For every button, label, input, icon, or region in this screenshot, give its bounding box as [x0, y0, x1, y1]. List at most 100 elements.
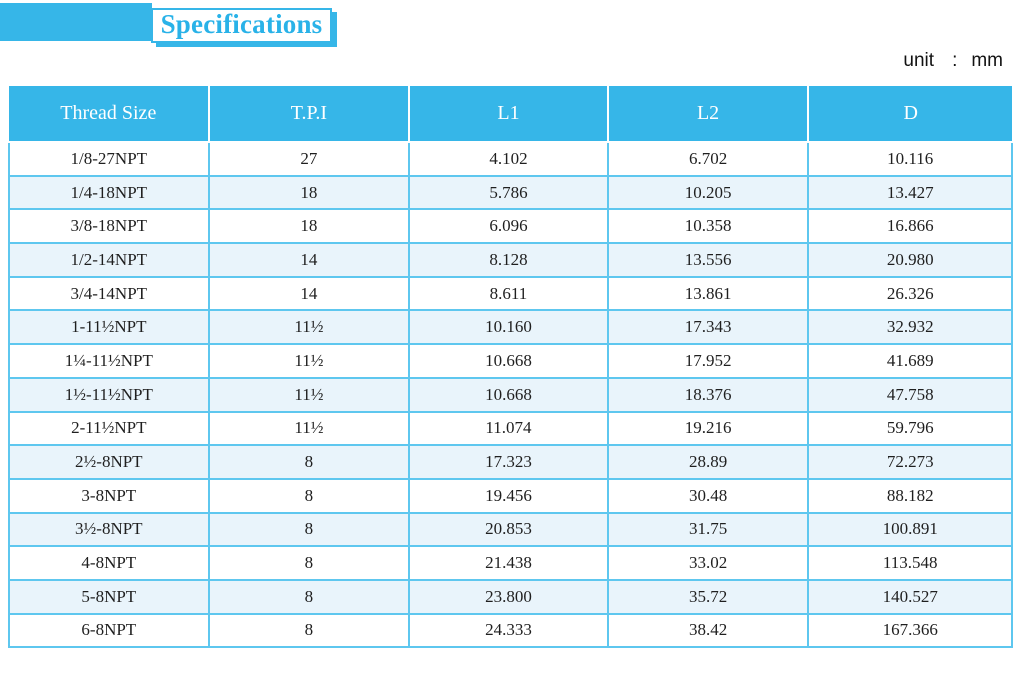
table-cell: 20.980	[807, 242, 1013, 278]
table-cell: 6.096	[408, 208, 609, 245]
column-header: L2	[606, 86, 810, 143]
table-cell: 8	[207, 578, 411, 615]
table-cell: 1/4-18NPT	[8, 174, 210, 211]
table-cell: 17.323	[408, 444, 609, 480]
table-row: 2-11½NPT 11½ 11.074 19.216 59.796	[8, 410, 1013, 447]
table-cell: 30.48	[606, 477, 810, 514]
table-cell: 28.89	[606, 444, 810, 480]
table-cell: 18	[207, 174, 411, 211]
table-cell: 13.861	[606, 275, 810, 312]
table-cell: 18.376	[606, 376, 810, 413]
table-cell: 41.689	[807, 343, 1013, 379]
table-cell: 8	[207, 511, 411, 548]
table-cell: 10.668	[408, 343, 609, 379]
table-cell: 1/2-14NPT	[8, 242, 210, 278]
table-cell: 8.128	[408, 242, 609, 278]
table-cell: 3½-8NPT	[8, 511, 210, 548]
table-cell: 13.556	[606, 242, 810, 278]
table-cell: 13.427	[807, 174, 1013, 211]
table-cell: 18	[207, 208, 411, 245]
table-cell: 27	[207, 141, 411, 177]
table-cell: 8	[207, 477, 411, 514]
table-cell: 11½	[207, 309, 411, 346]
table-cell: 1-11½NPT	[8, 309, 210, 346]
table-row: 1/8-27NPT 27 4.102 6.702 10.116	[8, 141, 1013, 177]
table-row: 4-8NPT 8 21.438 33.02 113.548	[8, 545, 1013, 581]
table-cell: 24.333	[408, 612, 609, 649]
unit-note: unit : mm	[903, 50, 1003, 72]
table-cell: 14	[207, 275, 411, 312]
table-cell: 88.182	[807, 477, 1013, 514]
table-row: 3-8NPT 8 19.456 30.48 88.182	[8, 477, 1013, 514]
table-cell: 35.72	[606, 578, 810, 615]
table-row: 2½-8NPT 8 17.323 28.89 72.273	[8, 444, 1013, 480]
table-cell: 10.116	[807, 141, 1013, 177]
table-cell: 21.438	[408, 545, 609, 581]
table-cell: 14	[207, 242, 411, 278]
table-cell: 19.216	[606, 410, 810, 447]
table-cell: 3/4-14NPT	[8, 275, 210, 312]
table-cell: 1¼-11½NPT	[8, 343, 210, 379]
table-row: 1½-11½NPT 11½ 10.668 18.376 47.758	[8, 376, 1013, 413]
section-title: Specifications	[0, 0, 400, 60]
table-row: 1/2-14NPT 14 8.128 13.556 20.980	[8, 242, 1013, 278]
table-cell: 4-8NPT	[8, 545, 210, 581]
column-header: Thread Size	[9, 86, 210, 143]
table-cell: 17.952	[606, 343, 810, 379]
table-cell: 31.75	[606, 511, 810, 548]
unit-separator: :	[952, 50, 958, 71]
table-cell: 72.273	[807, 444, 1013, 480]
table-cell: 1/8-27NPT	[8, 141, 210, 177]
table-cell: 8	[207, 545, 411, 581]
table-cell: 113.548	[807, 545, 1013, 581]
table-row: 3/8-18NPT 18 6.096 10.358 16.866	[8, 208, 1013, 245]
table-row: 1-11½NPT 11½ 10.160 17.343 32.932	[8, 309, 1013, 346]
table-cell: 11½	[207, 376, 411, 413]
table-cell: 167.366	[807, 612, 1013, 649]
section-title-text: Specifications	[160, 8, 323, 39]
table-header-row: Thread Size T.P.I L1 L2 D	[9, 86, 1012, 143]
table-row: 1¼-11½NPT 11½ 10.668 17.952 41.689	[8, 343, 1013, 379]
table-row: 3/4-14NPT 14 8.611 13.861 26.326	[8, 275, 1013, 312]
table-cell: 20.853	[408, 511, 609, 548]
table-row: 6-8NPT 8 24.333 38.42 167.366	[8, 612, 1013, 649]
column-header: D	[807, 86, 1012, 143]
table-body: 1/8-27NPT 27 4.102 6.702 10.116 1/4-18NPT 18 5.…	[8, 141, 1013, 649]
table-cell: 4.102	[408, 141, 609, 177]
table-cell: 8	[207, 612, 411, 649]
table-cell: 17.343	[606, 309, 810, 346]
table-cell: 6.702	[606, 141, 810, 177]
specifications-table: Thread Size T.P.I L1 L2 D 1/8-27NPT 27 4.102 6.…	[8, 86, 1013, 649]
table-cell: 38.42	[606, 612, 810, 649]
table-cell: 11½	[207, 410, 411, 447]
table-cell: 6-8NPT	[8, 612, 210, 649]
table-cell: 2½-8NPT	[8, 444, 210, 480]
table-cell: 3-8NPT	[8, 477, 210, 514]
column-header: L1	[408, 86, 609, 143]
table-cell: 5-8NPT	[8, 578, 210, 615]
table-cell: 19.456	[408, 477, 609, 514]
table-row: 1/4-18NPT 18 5.786 10.205 13.427	[8, 174, 1013, 211]
table-row: 3½-8NPT 8 20.853 31.75 100.891	[8, 511, 1013, 548]
table-cell: 8	[207, 444, 411, 480]
table-cell: 140.527	[807, 578, 1013, 615]
table-cell: 11.074	[408, 410, 609, 447]
table-cell: 33.02	[606, 545, 810, 581]
table-cell: 59.796	[807, 410, 1013, 447]
table-cell: 16.866	[807, 208, 1013, 245]
table-cell: 23.800	[408, 578, 609, 615]
table-cell: 10.668	[408, 376, 609, 413]
table-cell: 32.932	[807, 309, 1013, 346]
column-header: T.P.I	[207, 86, 411, 143]
unit-value: mm	[971, 50, 1003, 71]
table-cell: 47.758	[807, 376, 1013, 413]
table-cell: 10.205	[606, 174, 810, 211]
unit-label: unit	[903, 50, 935, 71]
section-title-box: Specifications	[151, 8, 332, 43]
table-cell: 2-11½NPT	[8, 410, 210, 447]
table-cell: 1½-11½NPT	[8, 376, 210, 413]
table-cell: 100.891	[807, 511, 1013, 548]
table-cell: 10.160	[408, 309, 609, 346]
table-cell: 3/8-18NPT	[8, 208, 210, 245]
table-cell: 5.786	[408, 174, 609, 211]
